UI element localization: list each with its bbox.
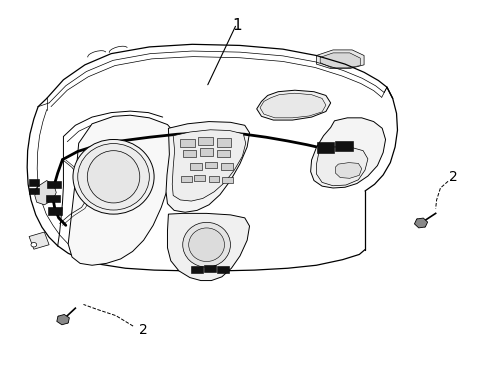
Ellipse shape	[183, 222, 230, 267]
Polygon shape	[260, 93, 326, 118]
Polygon shape	[166, 121, 250, 212]
Text: 1: 1	[232, 18, 241, 33]
Polygon shape	[336, 163, 362, 178]
Bar	[204, 265, 216, 272]
Bar	[181, 176, 192, 182]
Ellipse shape	[73, 139, 154, 214]
Bar	[183, 150, 196, 158]
Bar	[29, 179, 39, 186]
Bar	[217, 150, 230, 158]
Bar	[217, 266, 229, 273]
Polygon shape	[311, 118, 385, 188]
Polygon shape	[35, 180, 56, 205]
Polygon shape	[29, 232, 49, 249]
Bar	[317, 143, 335, 153]
Ellipse shape	[87, 151, 140, 203]
Text: 2: 2	[449, 170, 458, 184]
Polygon shape	[168, 213, 250, 280]
Polygon shape	[320, 53, 360, 68]
Polygon shape	[316, 147, 368, 186]
Bar	[191, 266, 203, 273]
Circle shape	[31, 243, 36, 247]
Bar	[190, 163, 202, 170]
Ellipse shape	[78, 144, 149, 210]
Text: 2: 2	[139, 323, 148, 337]
Bar	[180, 139, 195, 147]
Bar	[216, 138, 231, 147]
Polygon shape	[257, 90, 331, 120]
Bar	[336, 141, 353, 152]
Bar	[200, 149, 213, 156]
Polygon shape	[172, 130, 246, 201]
Bar	[221, 163, 233, 170]
Bar	[48, 208, 61, 215]
Bar	[47, 180, 60, 188]
Bar	[199, 137, 213, 145]
Polygon shape	[68, 115, 177, 265]
Bar	[29, 188, 39, 194]
Bar	[46, 195, 60, 202]
Bar	[222, 177, 233, 183]
Ellipse shape	[189, 228, 225, 262]
Bar	[208, 176, 219, 182]
Bar	[205, 162, 217, 168]
Bar	[194, 174, 204, 180]
Polygon shape	[316, 50, 364, 68]
